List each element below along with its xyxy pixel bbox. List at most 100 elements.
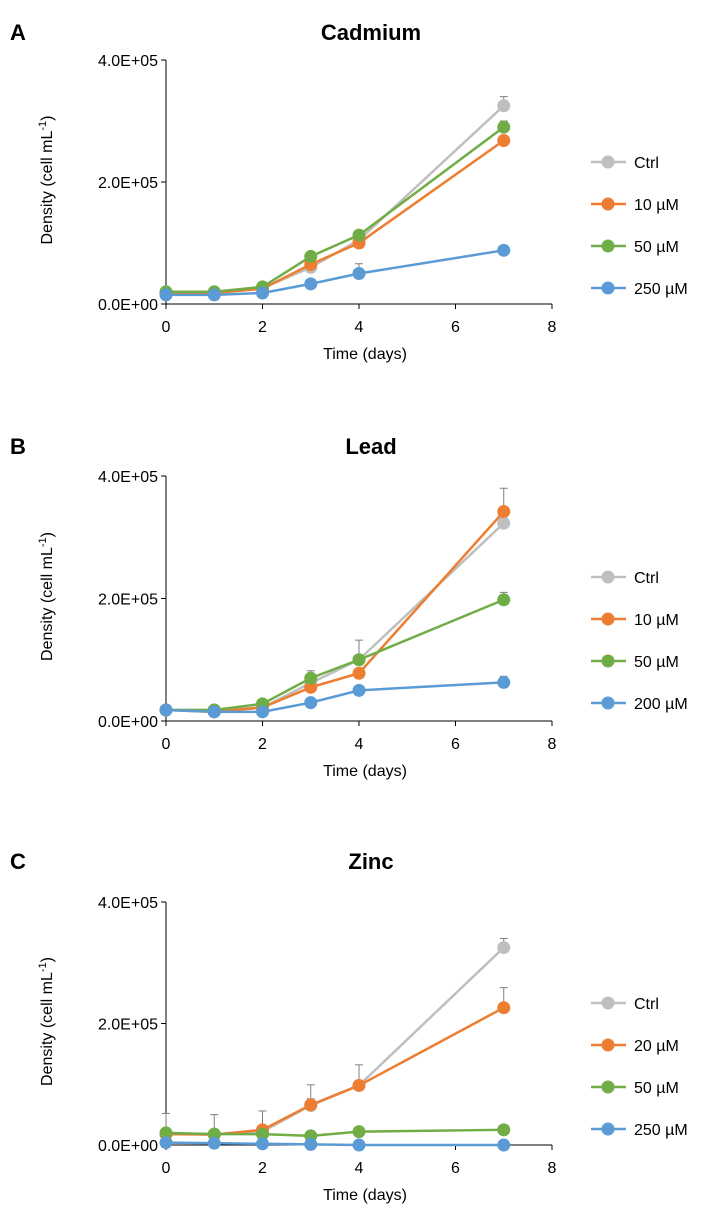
legend-label: 20 µM: [634, 1038, 679, 1055]
y-tick-label: 0.0E+00: [98, 297, 158, 314]
data-point: [497, 941, 511, 955]
x-tick-label: 0: [162, 1160, 171, 1177]
legend-marker: [601, 570, 615, 584]
data-point: [497, 134, 511, 148]
data-point: [352, 267, 366, 280]
series-0: [159, 96, 511, 300]
data-point: [159, 1136, 173, 1150]
y-tick-label: 4.0E+05: [98, 895, 158, 912]
legend-marker: [601, 239, 615, 253]
data-point: [497, 593, 511, 607]
x-tick-label: 2: [258, 1160, 267, 1177]
legend-marker: [601, 996, 615, 1010]
x-tick-label: 6: [451, 319, 460, 336]
series-1: [159, 987, 511, 1142]
data-point: [352, 683, 366, 697]
y-axis-label: Density (cell mL-1): [37, 116, 56, 245]
data-point: [256, 705, 269, 719]
series-3: [159, 675, 511, 719]
legend-item: Ctrl: [591, 570, 659, 587]
data-point: [159, 703, 173, 717]
series-line: [166, 249, 504, 297]
chart-title: Lead: [345, 434, 396, 459]
data-point: [497, 516, 511, 530]
data-point: [304, 680, 318, 694]
data-point: [256, 1127, 269, 1141]
x-tick-label: 8: [548, 1160, 557, 1177]
x-axis-label: Time (days): [323, 1187, 407, 1204]
legend-label: Ctrl: [634, 996, 659, 1013]
data-point: [497, 120, 511, 134]
y-tick-label: 2.0E+05: [98, 592, 158, 609]
legend-label: 10 µM: [634, 612, 679, 629]
data-point: [352, 1078, 366, 1092]
y-axis-label: Density (cell mL-1): [37, 957, 56, 1086]
legend-label: 250 µM: [634, 1122, 688, 1139]
series-line: [166, 126, 505, 294]
legend-marker: [601, 1122, 615, 1136]
panel-letter: A: [10, 20, 26, 45]
series-line: [166, 598, 505, 712]
chart-title: Cadmium: [321, 20, 421, 45]
chart-title: Zinc: [348, 849, 393, 874]
x-axis-label: Time (days): [323, 763, 407, 780]
data-point: [207, 1127, 221, 1141]
legend-item: Ctrl: [591, 996, 659, 1013]
legend-item: 200 µM: [591, 696, 688, 713]
legend-label: Ctrl: [634, 155, 659, 172]
data-point: [304, 1098, 318, 1112]
data-point: [304, 249, 318, 263]
data-point: [352, 228, 366, 242]
x-tick-label: 2: [258, 736, 267, 753]
series-2: [159, 591, 511, 717]
x-tick-label: 0: [162, 319, 171, 336]
panel-letter: C: [10, 849, 26, 874]
legend-label: 250 µM: [634, 281, 688, 298]
legend-label: 50 µM: [634, 1080, 679, 1097]
legend-marker: [601, 654, 615, 668]
series-line: [166, 946, 505, 1136]
data-point: [256, 1137, 269, 1151]
y-tick-label: 2.0E+05: [98, 1017, 158, 1034]
legend-item: 50 µM: [591, 1080, 679, 1097]
data-point: [159, 288, 173, 302]
data-point: [304, 1137, 318, 1151]
series-line: [166, 522, 505, 712]
legend-label: Ctrl: [634, 570, 659, 587]
chart-panel-a: A Cadmium 0.0E+00 2.0E+05 4.0E+05 0 2 4 6 8 Time (…: [10, 20, 688, 363]
x-axis-label: Time (days): [323, 346, 407, 363]
x-tick-label: 6: [451, 1160, 460, 1177]
data-point: [207, 288, 221, 302]
legend-item: 10 µM: [591, 612, 679, 629]
x-tick-label: 4: [355, 319, 364, 336]
data-point: [256, 286, 269, 300]
series-line: [165, 1128, 504, 1138]
legend-marker: [601, 155, 615, 169]
data-point: [352, 653, 366, 667]
y-tick-label: 4.0E+05: [98, 469, 158, 486]
y-tick-label: 0.0E+00: [98, 714, 158, 731]
legend-marker: [601, 197, 615, 211]
data-point: [352, 1138, 366, 1152]
data-point: [497, 505, 511, 519]
x-tick-label: 4: [355, 1160, 364, 1177]
legend-label: 200 µM: [634, 696, 688, 713]
data-point: [497, 243, 511, 257]
legend-label: 10 µM: [634, 197, 679, 214]
legend-marker: [601, 612, 615, 626]
legend-item: 50 µM: [591, 239, 679, 256]
x-tick-label: 0: [162, 736, 171, 753]
x-tick-label: 2: [258, 319, 267, 336]
legend-item: Ctrl: [591, 155, 659, 172]
y-tick-label: 4.0E+05: [98, 53, 158, 70]
data-point: [304, 671, 318, 685]
series-0: [159, 937, 511, 1141]
data-point: [304, 696, 318, 710]
x-tick-label: 8: [548, 319, 557, 336]
legend-item: 20 µM: [591, 1038, 679, 1055]
legend-marker: [601, 1038, 615, 1052]
data-point: [304, 277, 318, 291]
legend-marker: [601, 281, 615, 295]
data-point: [352, 1125, 366, 1139]
legend-item: 10 µM: [591, 197, 679, 214]
